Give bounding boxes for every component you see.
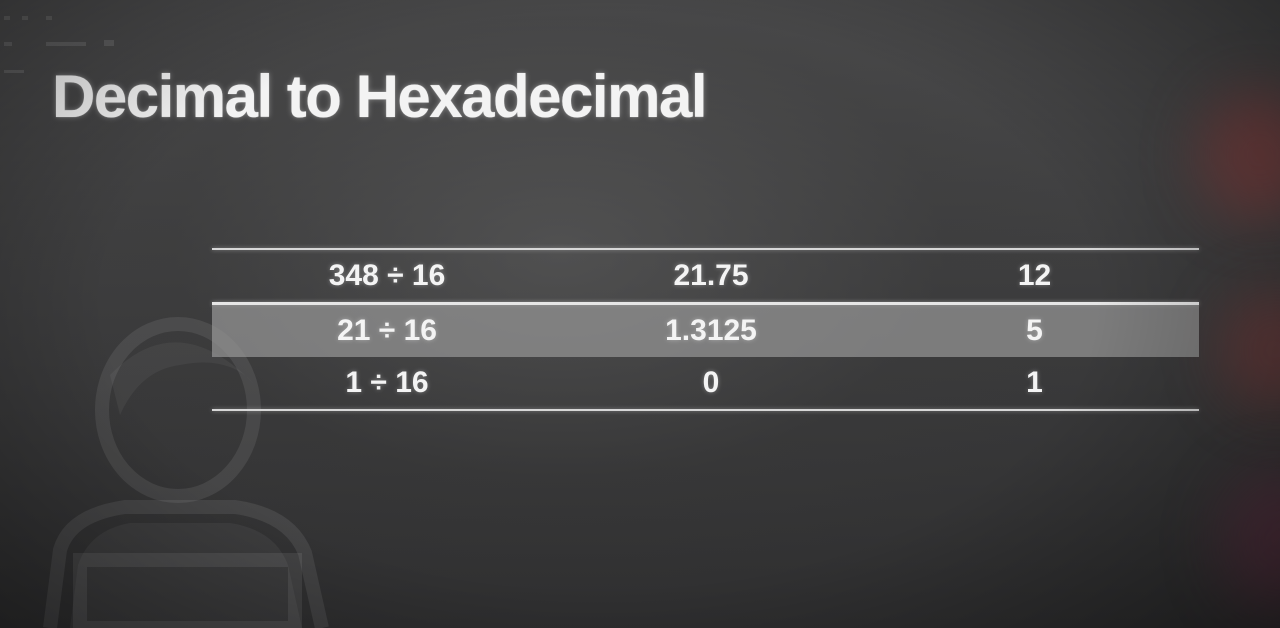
slide-title: Decimal to Hexadecimal bbox=[52, 63, 707, 130]
division-cell: 1 ÷ 16 bbox=[345, 366, 429, 399]
conversion-table: 348 ÷ 16 21.75 12 21 ÷ 16 1.3125 5 1 ÷ 1… bbox=[212, 248, 1199, 411]
remainder-cell: 12 bbox=[1017, 259, 1052, 292]
table-row: 348 ÷ 16 21.75 12 bbox=[212, 250, 1199, 302]
remainder-cell: 5 bbox=[1026, 314, 1043, 347]
right-glow-top bbox=[1200, 90, 1280, 220]
division-cell: 348 ÷ 16 bbox=[328, 259, 446, 292]
right-glow-bottom bbox=[1220, 470, 1280, 610]
quotient-cell: 1.3125 bbox=[665, 314, 757, 347]
division-cell: 21 ÷ 16 bbox=[337, 314, 437, 347]
table-row: 21 ÷ 16 1.3125 5 bbox=[212, 305, 1199, 357]
quotient-cell: 0 bbox=[702, 366, 720, 399]
remainder-cell: 1 bbox=[1026, 366, 1043, 399]
table-top-rule bbox=[212, 248, 1199, 250]
right-glow-middle bbox=[1220, 290, 1280, 410]
table-row-divider bbox=[212, 302, 1199, 305]
table-row: 1 ÷ 16 0 1 bbox=[212, 357, 1199, 409]
quotient-cell: 21.75 bbox=[673, 259, 749, 292]
table-bottom-rule bbox=[212, 409, 1199, 411]
